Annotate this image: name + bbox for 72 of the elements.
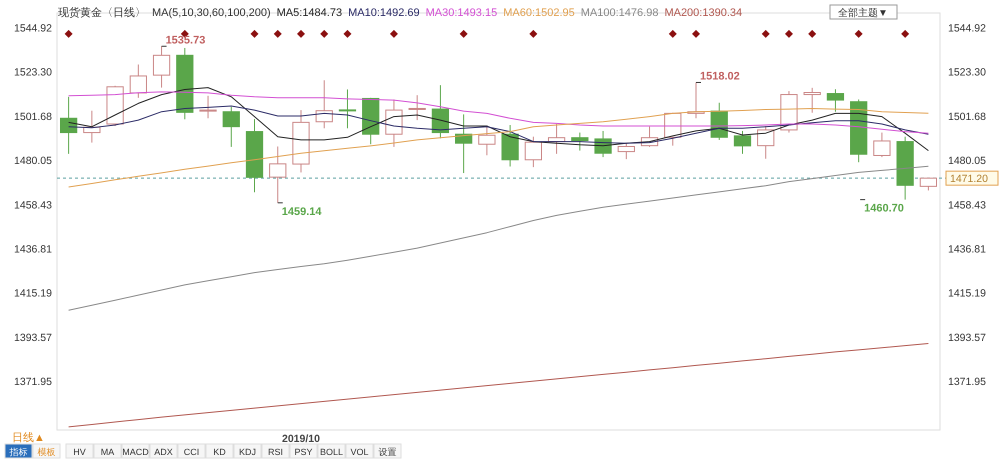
- line-series: [68, 108, 929, 188]
- candlestick: [408, 94, 426, 121]
- text: RSI: [268, 447, 284, 457]
- candlestick: [199, 95, 217, 119]
- candlestick: [222, 106, 240, 148]
- text: KDJ: [238, 447, 256, 457]
- text: CCI: [184, 447, 200, 457]
- ref-line-label: 1471.20: [950, 173, 988, 186]
- y-tick-label: 1415.19: [14, 288, 52, 300]
- candlestick: [873, 132, 891, 158]
- candlestick: [269, 146, 286, 204]
- candlestick: [524, 136, 542, 168]
- chart-title: 现货黄金〈日线〉: [58, 6, 146, 19]
- line-series: [68, 166, 929, 311]
- candlestick: [455, 114, 472, 174]
- candlestick: [826, 88, 844, 112]
- y-tick-label: 1523.30: [14, 66, 52, 79]
- candlestick: [757, 126, 774, 160]
- y2-tick-label: 1436.81: [948, 243, 986, 256]
- candlestick: [316, 80, 333, 129]
- candlestick: [60, 96, 78, 154]
- candlestick: [618, 142, 635, 160]
- annotation: 1460.70: [864, 202, 904, 215]
- candlestick: [478, 126, 496, 156]
- text: MA: [100, 447, 114, 457]
- y-tick-label: 1544.92: [14, 22, 52, 34]
- y-tick-label: 1371.95: [14, 376, 52, 388]
- text: 日线▲: [12, 431, 45, 444]
- y2-tick-label: 1371.95: [948, 376, 986, 388]
- text: MA10:1492.69: [348, 7, 420, 19]
- annotation: 1518.02: [700, 70, 740, 82]
- y-tick-label: 1480.05: [14, 155, 52, 168]
- y2-tick-label: 1458.43: [948, 199, 986, 212]
- y2-tick-label: 1480.05: [948, 155, 986, 168]
- candlestick: [734, 130, 752, 154]
- text: MA30:1493.15: [426, 7, 498, 19]
- text: 模板: [38, 447, 56, 457]
- y2-tick-label: 1523.30: [948, 66, 986, 79]
- y-tick-label: 1393.57: [14, 332, 52, 344]
- y-tick-label: 1458.43: [14, 199, 52, 212]
- candlestick: [432, 84, 450, 139]
- text: MA200:1390.34: [664, 7, 742, 19]
- y2-tick-label: 1544.92: [948, 22, 986, 34]
- text: ADX: [154, 447, 173, 457]
- text: KD: [213, 447, 226, 457]
- text: MA100:1476.98: [580, 7, 658, 19]
- y2-tick-label: 1393.57: [948, 332, 986, 344]
- candlestick: [130, 64, 147, 98]
- y2-tick-label: 1415.19: [948, 288, 986, 300]
- text: MACD: [122, 447, 150, 457]
- text: BOLL: [320, 447, 344, 457]
- candlestick: [804, 87, 821, 114]
- legend-title: MA(5,10,30,60,100,200): [152, 7, 271, 19]
- candlestick: [338, 88, 356, 129]
- annotation: 1535.73: [166, 34, 206, 46]
- y-tick-label: 1501.68: [14, 110, 52, 123]
- text: 设置: [378, 447, 396, 457]
- annotation: 全部主题▼: [838, 7, 888, 19]
- text: MA5:1484.73: [276, 7, 342, 19]
- line-series: [68, 343, 929, 428]
- text: VOL: [350, 447, 369, 457]
- text: MA60:1502.95: [503, 7, 575, 19]
- text: 指标: [8, 447, 28, 457]
- y-tick-label: 1436.81: [14, 243, 52, 256]
- candlestick: [920, 177, 938, 191]
- x-tick-label: 2019/10: [282, 433, 320, 445]
- text: PSY: [294, 447, 313, 457]
- candlestick: [571, 132, 588, 152]
- annotation: 1459.14: [282, 206, 322, 218]
- candlestick: [152, 46, 170, 88]
- y2-tick-label: 1501.68: [948, 110, 986, 123]
- text: HV: [73, 447, 86, 457]
